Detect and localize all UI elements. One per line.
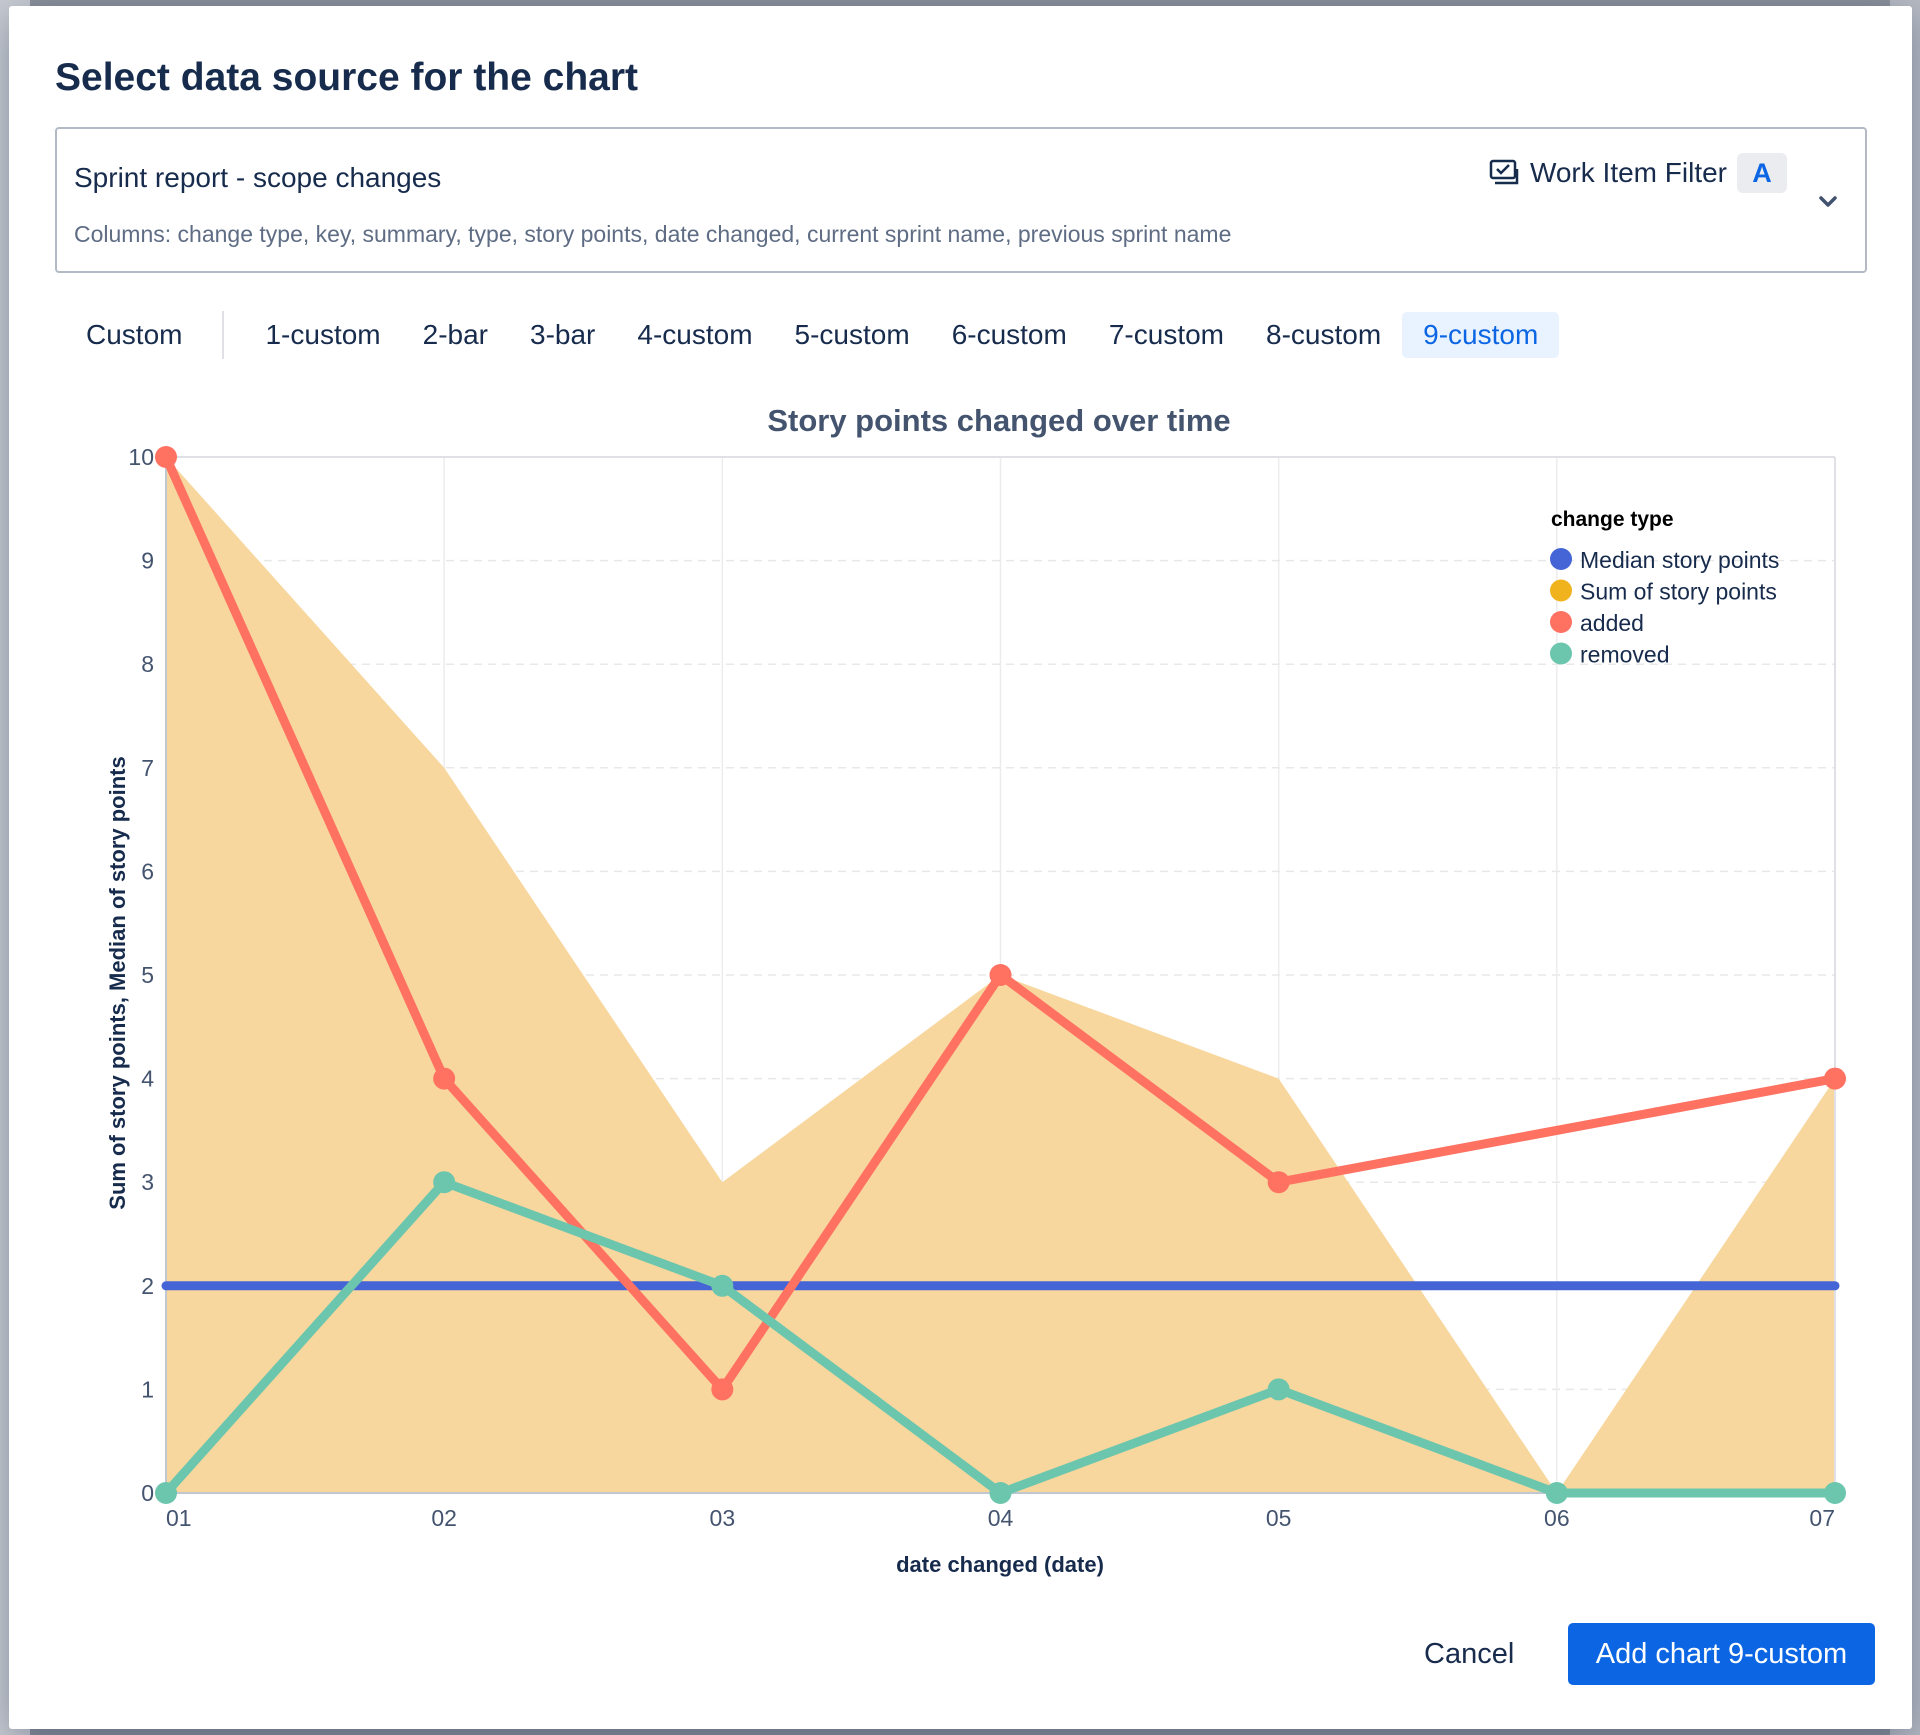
data-source-modal: Select data source for the chart Sprint … bbox=[9, 6, 1912, 1729]
point-added-07 bbox=[1824, 1067, 1846, 1090]
legend-label-added: added bbox=[1580, 610, 1644, 636]
legend-swatch-median-story-points bbox=[1550, 548, 1572, 570]
legend-swatch-removed bbox=[1550, 642, 1572, 665]
point-removed-02 bbox=[433, 1171, 456, 1194]
y-tick-label-4: 4 bbox=[141, 1066, 154, 1092]
source-name: Sprint report - scope changes bbox=[74, 162, 442, 193]
tab-1-custom[interactable]: 1-custom bbox=[265, 319, 381, 350]
filter-icon bbox=[1489, 159, 1519, 185]
point-added-05 bbox=[1267, 1171, 1290, 1194]
legend-label-median-story-points: Median story points bbox=[1580, 547, 1779, 573]
y-tick-label-1: 1 bbox=[141, 1376, 154, 1402]
tab-4-custom[interactable]: 4-custom bbox=[637, 319, 753, 350]
y-tick-label-7: 7 bbox=[141, 755, 154, 781]
legend-swatch-added bbox=[1550, 611, 1572, 633]
point-removed-03 bbox=[711, 1274, 734, 1297]
x-tick-label-04: 04 bbox=[988, 1505, 1014, 1531]
point-added-03 bbox=[711, 1378, 734, 1401]
data-source-select[interactable]: Sprint report - scope changes Columns: c… bbox=[55, 127, 1867, 273]
filter-label: Work Item Filter bbox=[1529, 157, 1727, 188]
x-tick-label-06: 06 bbox=[1544, 1505, 1570, 1531]
x-axis-label: date changed (date) bbox=[896, 1552, 1104, 1577]
point-removed-06 bbox=[1545, 1482, 1568, 1504]
tab-5-custom[interactable]: 5-custom bbox=[794, 319, 910, 350]
x-tick-label-03: 03 bbox=[710, 1505, 736, 1531]
y-tick-label-3: 3 bbox=[141, 1169, 154, 1195]
tab-8-custom[interactable]: 8-custom bbox=[1266, 319, 1382, 350]
series-line-added bbox=[161, 452, 1840, 1394]
cancel-button[interactable]: Cancel bbox=[1404, 1623, 1534, 1685]
tab-7-custom[interactable]: 7-custom bbox=[1108, 319, 1224, 350]
chart-tabs: Custom 1-custom 2-bar 3-bar 4-custom 5-c… bbox=[66, 311, 1560, 359]
x-tick-label-07: 07 bbox=[1809, 1505, 1835, 1531]
tab-6-custom[interactable]: 6-custom bbox=[951, 319, 1067, 350]
filter-group: Work Item Filter A bbox=[1488, 153, 1787, 193]
y-tick-label-10: 10 bbox=[128, 444, 154, 470]
story-points-chart: Story points changed over time 012345678… bbox=[105, 403, 1846, 1577]
tab-custom[interactable]: Custom bbox=[86, 319, 183, 350]
source-columns: Columns: change type, key, summary, type… bbox=[74, 221, 1232, 247]
filter-badge: A bbox=[1737, 153, 1787, 193]
x-tick-label-01: 01 bbox=[166, 1505, 192, 1531]
y-tick-label-6: 6 bbox=[141, 858, 154, 884]
legend-label-sum-of-story-points: Sum of story points bbox=[1580, 579, 1777, 605]
point-added-01 bbox=[155, 446, 177, 468]
y-tick-label-2: 2 bbox=[141, 1273, 154, 1299]
y-tick-label-5: 5 bbox=[141, 962, 154, 988]
point-removed-04 bbox=[989, 1482, 1012, 1504]
point-removed-05 bbox=[1267, 1378, 1290, 1401]
x-tick-label-02: 02 bbox=[431, 1505, 457, 1531]
point-removed-01 bbox=[155, 1482, 177, 1504]
point-removed-07 bbox=[1824, 1482, 1846, 1504]
tab-divider bbox=[222, 311, 225, 359]
y-tick-label-8: 8 bbox=[141, 651, 154, 677]
chart-point-layer bbox=[155, 446, 1846, 1504]
y-tick-label-9: 9 bbox=[141, 548, 154, 574]
legend-label-removed: removed bbox=[1580, 642, 1669, 668]
add-chart-button[interactable]: Add chart 9-custom bbox=[1568, 1623, 1875, 1685]
chart-title: Story points changed over time bbox=[767, 403, 1230, 438]
point-added-02 bbox=[433, 1067, 456, 1090]
y-tick-label-0: 0 bbox=[141, 1480, 154, 1506]
y-axis-label: Sum of story points, Median of story poi… bbox=[105, 756, 130, 1209]
legend-swatch-sum-of-story-points bbox=[1550, 579, 1572, 602]
chart-legend: change type Median story points Sum of st… bbox=[1550, 508, 1779, 668]
x-tick-label-05: 05 bbox=[1266, 1505, 1292, 1531]
modal-title: Select data source for the chart bbox=[55, 56, 639, 99]
tab-9-custom[interactable]: 9-custom bbox=[1402, 312, 1560, 358]
tab-3-bar[interactable]: 3-bar bbox=[530, 319, 596, 350]
legend-title: change type bbox=[1551, 508, 1674, 531]
point-added-04 bbox=[989, 964, 1012, 986]
tab-2-bar[interactable]: 2-bar bbox=[422, 319, 488, 350]
chevron-down-icon[interactable] bbox=[1813, 187, 1843, 217]
